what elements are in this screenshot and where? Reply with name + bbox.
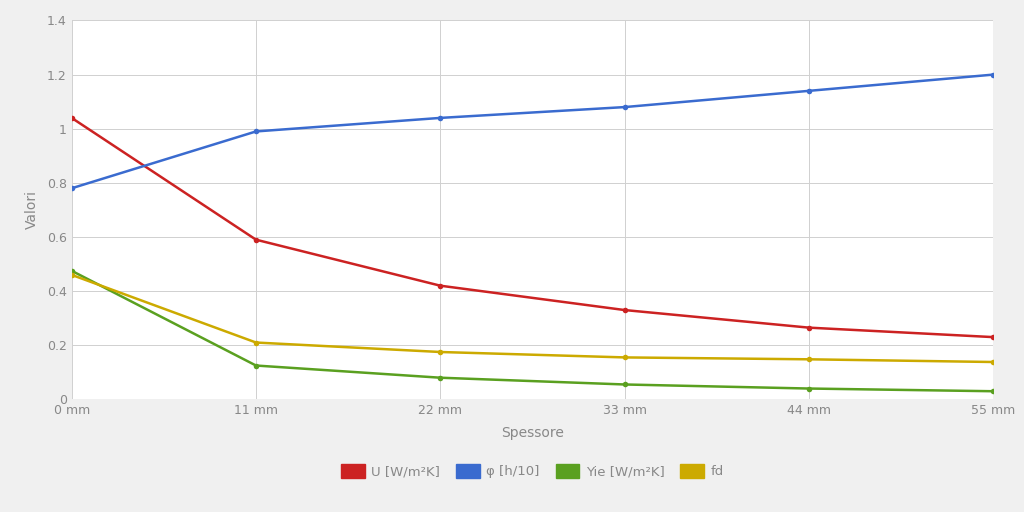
U [W/m²K] — [434, 283, 446, 289]
X-axis label: Spessore: Spessore — [501, 425, 564, 440]
Yie [W/m²K] — [618, 381, 631, 388]
φ [h/10] — [618, 104, 631, 110]
φ [h/10] — [434, 115, 446, 121]
fd — [803, 356, 815, 362]
fd — [987, 359, 999, 365]
fd — [250, 339, 262, 346]
φ [h/10] — [66, 185, 78, 191]
φ [h/10] — [987, 72, 999, 78]
U [W/m²K] — [618, 307, 631, 313]
fd — [618, 354, 631, 360]
Yie [W/m²K] — [987, 388, 999, 394]
Yie [W/m²K] — [803, 386, 815, 392]
fd — [434, 349, 446, 355]
U [W/m²K] — [803, 325, 815, 331]
Line: Yie [W/m²K]: Yie [W/m²K] — [69, 268, 996, 394]
Legend: U [W/m²K], φ [h/10], Yie [W/m²K], fd: U [W/m²K], φ [h/10], Yie [W/m²K], fd — [336, 459, 729, 484]
Line: fd: fd — [69, 272, 996, 365]
Y-axis label: Valori: Valori — [25, 190, 39, 229]
fd — [66, 272, 78, 278]
φ [h/10] — [803, 88, 815, 94]
Yie [W/m²K] — [434, 375, 446, 381]
Line: φ [h/10]: φ [h/10] — [69, 72, 996, 191]
Yie [W/m²K] — [250, 362, 262, 369]
U [W/m²K] — [987, 334, 999, 340]
Yie [W/m²K] — [66, 268, 78, 274]
U [W/m²K] — [66, 115, 78, 121]
Line: U [W/m²K]: U [W/m²K] — [69, 115, 996, 340]
φ [h/10] — [250, 129, 262, 135]
U [W/m²K] — [250, 237, 262, 243]
